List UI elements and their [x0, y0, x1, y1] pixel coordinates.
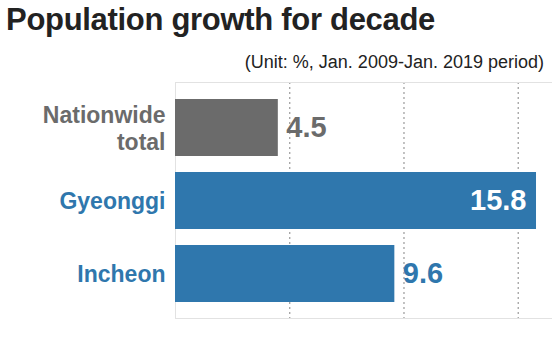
html-text:(Unit: %, Jan. 2009-Jan. 2019: (Unit: %, Jan. 2009-Jan. 2019 period): [244, 52, 544, 72]
svg-text:9.6: 9.6: [403, 257, 443, 289]
svg-text:Incheon: Incheon: [77, 261, 165, 287]
svg-text:Gyeonggi: Gyeonggi: [59, 188, 165, 214]
svg-text:4.5: 4.5: [286, 111, 326, 143]
html-text:Population growth for decade: Population growth for decade: [6, 2, 436, 37]
svg-text:15.8: 15.8: [470, 184, 526, 216]
svg-text:Nationwidetotal: Nationwidetotal: [43, 102, 166, 154]
